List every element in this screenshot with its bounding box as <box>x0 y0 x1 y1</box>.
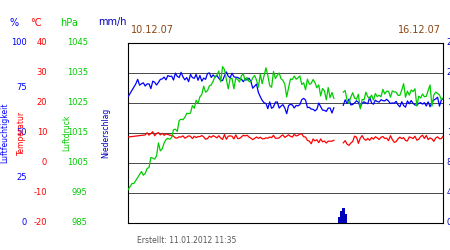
Text: 1015: 1015 <box>67 128 88 137</box>
Text: 50: 50 <box>17 128 27 137</box>
Text: 0: 0 <box>447 218 450 227</box>
Text: 16: 16 <box>447 98 450 107</box>
Text: Niederschlag: Niederschlag <box>102 108 111 158</box>
Text: 10: 10 <box>37 128 47 137</box>
Text: Temperatur: Temperatur <box>17 110 26 154</box>
Text: °C: °C <box>31 18 42 28</box>
Text: 100: 100 <box>11 38 27 47</box>
Text: 985: 985 <box>72 218 88 227</box>
Text: 75: 75 <box>16 83 27 92</box>
Text: 12: 12 <box>447 128 450 137</box>
Text: 1025: 1025 <box>67 98 88 107</box>
Text: -10: -10 <box>34 188 47 197</box>
Text: 30: 30 <box>36 68 47 77</box>
Text: 20: 20 <box>447 68 450 77</box>
Text: Erstellt: 11.01.2012 11:35: Erstellt: 11.01.2012 11:35 <box>137 236 237 245</box>
Text: %: % <box>9 18 18 28</box>
Bar <box>340 211 343 222</box>
Text: 20: 20 <box>37 98 47 107</box>
Bar <box>344 214 346 222</box>
Text: 25: 25 <box>17 173 27 182</box>
Text: 995: 995 <box>72 188 88 197</box>
Text: 10.12.07: 10.12.07 <box>130 25 174 35</box>
Text: 1035: 1035 <box>67 68 88 77</box>
Text: 1005: 1005 <box>67 158 88 167</box>
Text: 24: 24 <box>447 38 450 47</box>
Text: -20: -20 <box>34 218 47 227</box>
Text: 16.12.07: 16.12.07 <box>398 25 441 35</box>
Text: Luftfeuchtigkeit: Luftfeuchtigkeit <box>0 102 9 163</box>
Text: 0: 0 <box>22 218 27 227</box>
Text: 8: 8 <box>447 158 450 167</box>
Bar <box>338 216 341 222</box>
Text: 0: 0 <box>42 158 47 167</box>
Bar <box>342 208 345 222</box>
Text: Luftdruck: Luftdruck <box>62 114 71 151</box>
Text: hPa: hPa <box>60 18 78 28</box>
Text: 4: 4 <box>447 188 450 197</box>
Text: mm/h: mm/h <box>98 18 126 28</box>
Text: 40: 40 <box>37 38 47 47</box>
Text: 1045: 1045 <box>67 38 88 47</box>
